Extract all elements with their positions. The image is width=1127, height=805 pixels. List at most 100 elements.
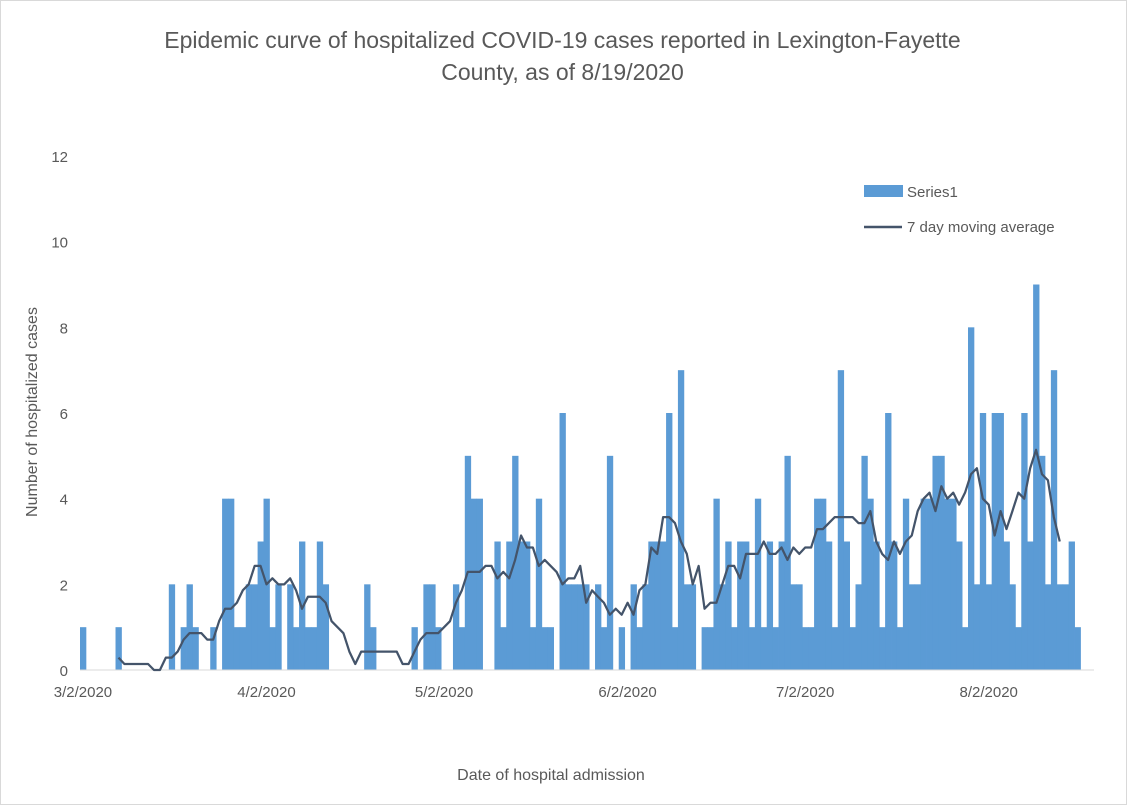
legend-series1-label: Series1 <box>907 184 958 201</box>
x-tick-label-3: 6/2/2020 <box>598 684 656 701</box>
bar-147 <box>950 498 957 670</box>
bar-40 <box>316 541 324 670</box>
bar-81 <box>559 413 566 670</box>
bar-99 <box>666 413 673 670</box>
y-tick-label-4: 4 <box>60 492 68 509</box>
bar-71 <box>500 627 507 670</box>
bar-27 <box>239 627 247 670</box>
bar-121 <box>796 584 803 670</box>
bar-149 <box>962 627 969 670</box>
bar-152 <box>979 413 987 670</box>
bar-24 <box>222 498 229 670</box>
y-tick-label-0: 0 <box>60 663 68 680</box>
bar-88 <box>600 627 608 670</box>
bar-36 <box>293 627 300 670</box>
bar-131 <box>855 584 862 670</box>
bar-67 <box>476 498 483 670</box>
bar-series-group <box>80 284 1081 670</box>
bar-63 <box>452 584 460 670</box>
bar-76 <box>529 627 537 670</box>
bar-101 <box>677 370 685 670</box>
bar-79 <box>547 627 554 670</box>
bar-17 <box>180 627 187 670</box>
bar-158 <box>1015 627 1022 670</box>
x-tick-labels: 3/2/2020 4/2/2020 5/2/2020 6/2/2020 7/2/2020… <box>54 684 1018 701</box>
bar-103 <box>689 584 697 670</box>
bar-15 <box>168 584 176 670</box>
bar-72 <box>506 541 513 670</box>
bar-66 <box>470 498 478 670</box>
bar-89 <box>606 455 614 670</box>
y-tick-labels: 0 2 4 6 8 10 12 <box>51 149 68 680</box>
x-axis-label: Date of hospital admission <box>457 767 645 784</box>
bar-118 <box>778 541 785 670</box>
bar-130 <box>849 627 856 670</box>
x-tick-label-1: 4/2/2020 <box>237 684 295 701</box>
bar-115 <box>760 627 768 670</box>
bar-120 <box>790 584 797 670</box>
bar-18 <box>186 584 193 670</box>
bar-165 <box>1056 584 1064 670</box>
bar-112 <box>743 541 750 670</box>
bar-113 <box>748 627 756 670</box>
bar-91 <box>618 627 626 670</box>
x-tick-label-0: 3/2/2020 <box>54 684 112 701</box>
bar-125 <box>820 498 827 670</box>
y-tick-label-2: 2 <box>60 577 68 594</box>
bar-106 <box>707 627 714 670</box>
bar-78 <box>541 627 549 670</box>
bar-150 <box>968 327 975 670</box>
bar-98 <box>660 541 667 670</box>
bar-108 <box>719 584 726 670</box>
bar-107 <box>713 498 720 670</box>
chart-title-line-1: Epidemic curve of hospitalized COVID-19 … <box>164 27 961 53</box>
bar-166 <box>1062 584 1070 670</box>
legend: Series1 7 day moving average <box>864 184 1055 236</box>
bar-84 <box>577 584 584 670</box>
bar-168 <box>1074 627 1081 670</box>
bar-114 <box>754 498 762 670</box>
bar-74 <box>518 541 525 670</box>
bar-58 <box>423 584 430 670</box>
bar-123 <box>808 627 815 670</box>
y-tick-label-6: 6 <box>60 406 68 423</box>
bar-64 <box>458 627 466 670</box>
bar-87 <box>595 584 602 670</box>
bar-38 <box>304 627 312 670</box>
bar-95 <box>642 584 649 670</box>
bar-143 <box>926 498 933 670</box>
bar-32 <box>269 627 276 670</box>
legend-moving-average-label: 7 day moving average <box>907 219 1055 236</box>
chart-title: Epidemic curve of hospitalized COVID-19 … <box>0 24 1125 88</box>
bar-142 <box>920 498 927 670</box>
bar-116 <box>766 541 774 670</box>
bar-6 <box>115 627 122 670</box>
bar-33 <box>275 584 282 670</box>
bar-157 <box>1009 584 1016 670</box>
bar-119 <box>784 455 791 670</box>
bar-22 <box>210 627 217 670</box>
bar-154 <box>991 413 998 670</box>
bar-167 <box>1068 541 1075 670</box>
y-axis-label: Number of hospitalized cases <box>24 307 41 517</box>
bar-133 <box>867 498 874 670</box>
bar-139 <box>902 498 910 670</box>
bar-75 <box>524 541 531 670</box>
bar-153 <box>985 584 993 670</box>
x-tick-label-4: 7/2/2020 <box>776 684 834 701</box>
bar-148 <box>956 541 963 670</box>
bar-126 <box>825 541 833 670</box>
bar-136 <box>885 413 892 670</box>
bar-129 <box>843 541 850 670</box>
bar-127 <box>831 627 839 670</box>
bar-137 <box>891 541 898 670</box>
bar-30 <box>257 541 264 670</box>
bar-159 <box>1021 413 1028 670</box>
bar-109 <box>725 541 732 670</box>
bar-26 <box>233 627 241 670</box>
bar-110 <box>731 627 738 670</box>
bar-122 <box>802 627 809 670</box>
bar-82 <box>565 584 572 670</box>
bar-29 <box>251 584 258 670</box>
bar-128 <box>837 370 845 670</box>
